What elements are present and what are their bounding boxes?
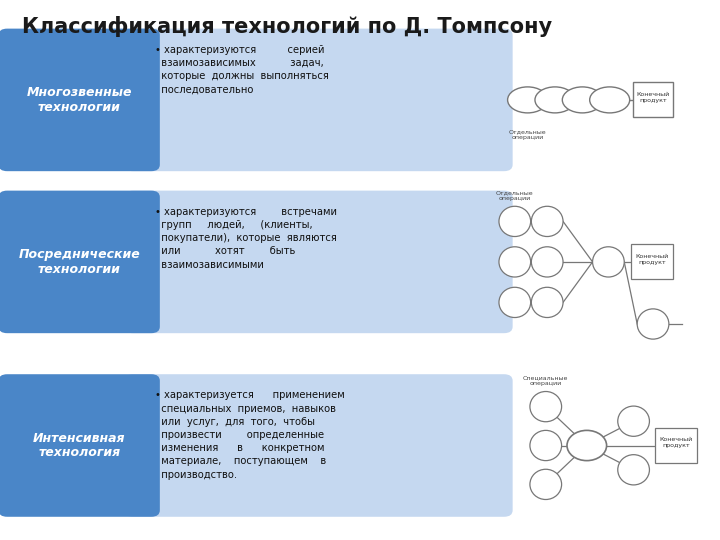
- FancyBboxPatch shape: [125, 29, 513, 171]
- Text: Многозвенные
технологии: Многозвенные технологии: [27, 86, 132, 114]
- Ellipse shape: [567, 430, 606, 461]
- Text: • характеризуется      применением
  специальных  приемов,  навыков
  или  услуг: • характеризуется применением специальны…: [155, 390, 345, 480]
- FancyBboxPatch shape: [0, 29, 160, 171]
- FancyBboxPatch shape: [125, 374, 513, 517]
- Text: Конечный
продукт: Конечный продукт: [636, 92, 670, 103]
- Ellipse shape: [535, 87, 575, 113]
- Text: Конечный
продукт: Конечный продукт: [660, 437, 693, 448]
- Ellipse shape: [618, 406, 649, 436]
- Ellipse shape: [618, 455, 649, 485]
- Text: Классификация технологий по Д. Томпсону: Классификация технологий по Д. Томпсону: [22, 16, 552, 37]
- Ellipse shape: [593, 247, 624, 277]
- FancyBboxPatch shape: [125, 191, 513, 333]
- Ellipse shape: [562, 87, 603, 113]
- Ellipse shape: [531, 287, 563, 318]
- Text: Конечный
продукт: Конечный продукт: [636, 254, 669, 265]
- Ellipse shape: [531, 206, 563, 237]
- Text: Посреднические
технологии: Посреднические технологии: [18, 248, 140, 276]
- Text: • характеризуются          серией
  взаимозависимых           задач,
  которые  : • характеризуются серией взаимозависимых…: [155, 45, 328, 94]
- FancyBboxPatch shape: [631, 244, 673, 280]
- FancyBboxPatch shape: [0, 191, 160, 333]
- Text: Специальные
операции: Специальные операции: [523, 375, 569, 386]
- Text: Отдельные
операции: Отдельные операции: [496, 190, 534, 201]
- Ellipse shape: [499, 206, 531, 237]
- Ellipse shape: [637, 309, 669, 339]
- Ellipse shape: [530, 469, 562, 500]
- Text: • характеризуются        встречами
  групп     людей,     (клиенты,
  покупатели: • характеризуются встречами групп людей,…: [155, 207, 337, 269]
- Ellipse shape: [531, 247, 563, 277]
- FancyBboxPatch shape: [655, 428, 697, 463]
- Ellipse shape: [508, 87, 548, 113]
- FancyBboxPatch shape: [0, 374, 160, 517]
- Ellipse shape: [530, 392, 562, 422]
- Ellipse shape: [499, 287, 531, 318]
- Text: Интенсивная
технология: Интенсивная технология: [33, 431, 125, 460]
- Text: Отдельные
операции: Отдельные операции: [509, 129, 546, 140]
- Ellipse shape: [530, 430, 562, 461]
- Ellipse shape: [590, 87, 630, 113]
- FancyBboxPatch shape: [634, 82, 673, 117]
- Ellipse shape: [499, 247, 531, 277]
